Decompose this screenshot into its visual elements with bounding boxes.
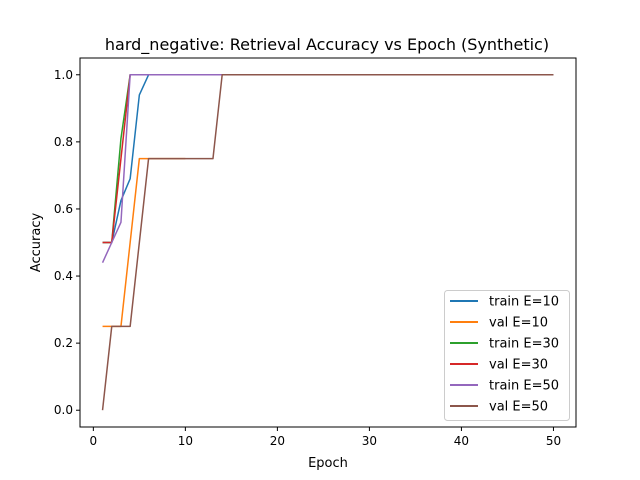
y-tick-label: 0.4 [54, 269, 73, 283]
x-axis: 0 10 20 30 40 50 [90, 427, 561, 448]
legend-label: train E=30 [489, 337, 559, 352]
x-tick-label: 40 [454, 434, 469, 448]
legend-label: train E=50 [489, 379, 559, 394]
x-tick-label: 30 [362, 434, 377, 448]
legend-label: val E=50 [489, 400, 548, 415]
x-tick-label: 10 [178, 434, 193, 448]
chart-title: hard_negative: Retrieval Accuracy vs Epo… [105, 35, 549, 55]
series-line-val-e-50 [101, 74, 554, 411]
x-tick-label: 50 [546, 434, 561, 448]
legend-label: val E=30 [489, 358, 548, 373]
y-axis: 0.0 0.2 0.4 0.6 0.8 1.0 [54, 68, 80, 417]
y-tick-label: 0.6 [54, 202, 73, 216]
series-lines [101, 74, 554, 411]
legend: train E=10 val E=10 train E=30 val E=30 trai… [444, 290, 570, 421]
y-tick-label: 0.2 [54, 336, 73, 350]
x-axis-label: Epoch [308, 456, 348, 471]
x-tick-label: 20 [270, 434, 285, 448]
y-axis-label: Accuracy [29, 213, 44, 273]
x-tick-label: 0 [90, 434, 98, 448]
legend-label: val E=10 [489, 316, 548, 331]
y-tick-label: 1.0 [54, 68, 73, 82]
legend-label: train E=10 [489, 295, 559, 310]
plot-frame [79, 57, 577, 428]
y-tick-label: 0.8 [54, 135, 73, 149]
y-tick-label: 0.0 [54, 403, 73, 417]
